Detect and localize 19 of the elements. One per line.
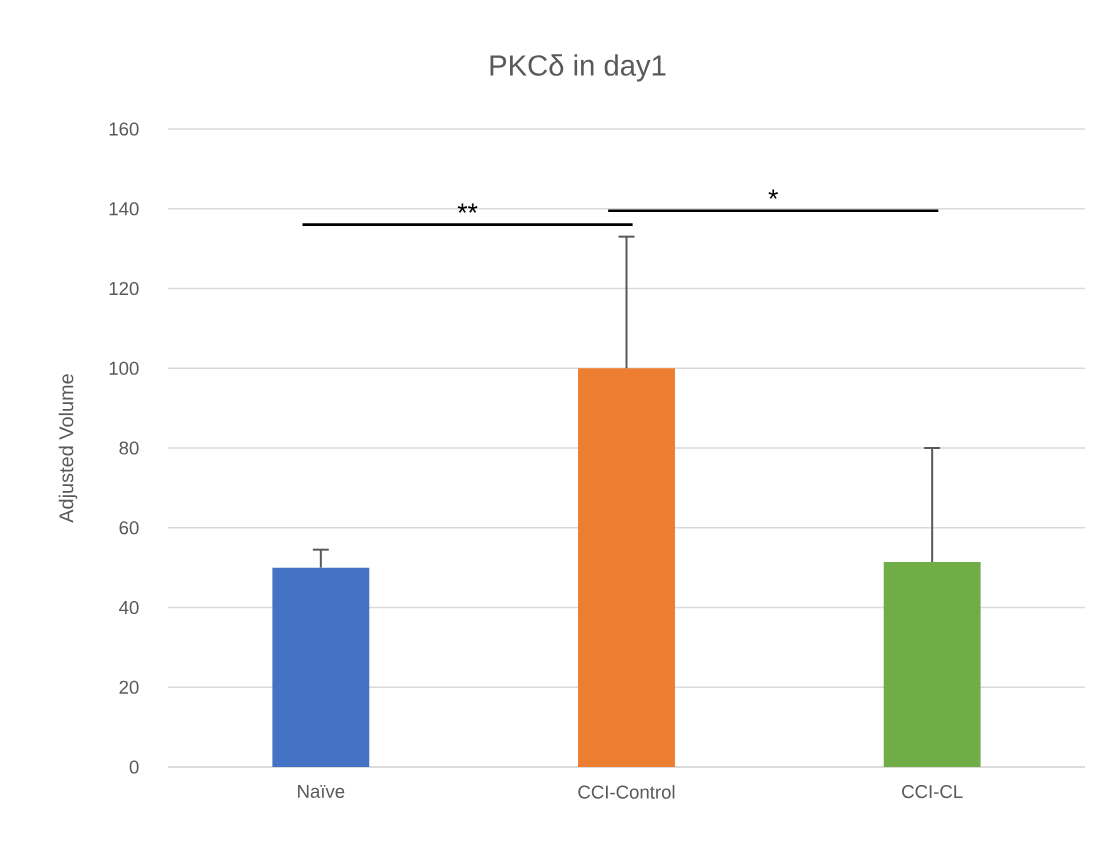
y-tick-label: 0 [129, 760, 139, 774]
y-tick-label: 40 [119, 600, 139, 615]
bar [883, 562, 981, 767]
bar [578, 368, 675, 767]
y-axis-title: Adjusted Volume [58, 374, 78, 523]
y-tick-label: 60 [119, 521, 139, 535]
y-tick-label: 160 [109, 122, 139, 136]
y-tick-label: 20 [119, 680, 139, 694]
x-tick-label: CCI-Control [578, 785, 675, 799]
chart-title: PKCδ in day1 [490, 54, 666, 82]
y-tick-label: 80 [119, 441, 139, 455]
y-tick-label: 140 [109, 202, 139, 216]
y-tick-label: 100 [109, 361, 139, 375]
bar [272, 567, 370, 767]
annotation: ** [457, 203, 478, 213]
x-tick-label: CCI-CL [902, 785, 963, 799]
x-tick-label: Naïve [298, 785, 345, 799]
y-tick-label: 120 [109, 281, 139, 296]
annotation: * [768, 189, 778, 199]
